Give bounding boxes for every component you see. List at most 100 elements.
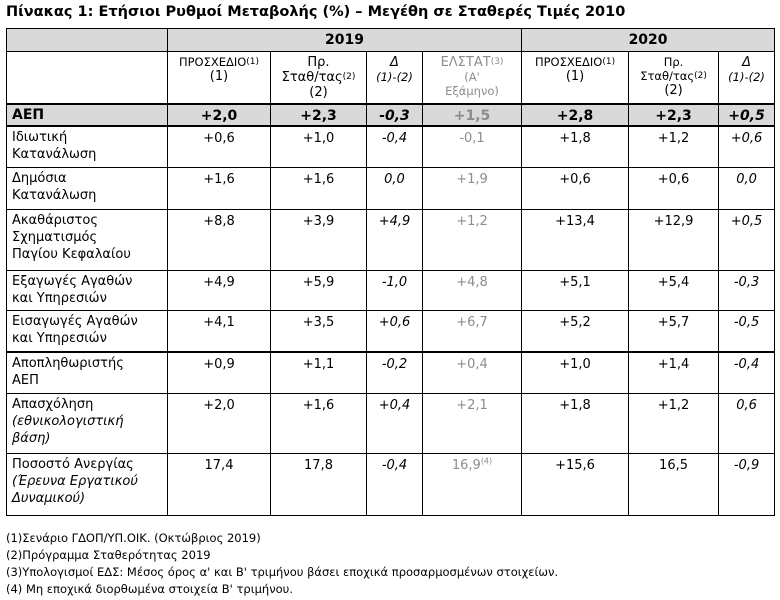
footnote: (2)Πρόγραμμα Σταθερότητας 2019	[6, 548, 211, 562]
value-cell: -1,0	[366, 270, 423, 311]
value-cell: +2,0	[167, 103, 271, 126]
value-cell: +2,0	[167, 393, 271, 454]
year-2019-header: 2019	[166, 28, 523, 52]
value-cell: -0,4	[366, 453, 423, 516]
value-cell: -0,3	[718, 270, 776, 311]
value-cell: +0,6	[521, 167, 630, 210]
row-label: Εισαγωγές Αγαθών και Υπηρεσιών	[6, 310, 168, 352]
footnote: (1)Σενάριο ΓΔΟΠ/ΥΠ.ΟΙΚ. (Οκτώβριος 2019)	[6, 531, 261, 545]
value-cell: +3,5	[270, 310, 367, 352]
value-cell: +2,3	[270, 103, 367, 126]
table-row: Δημόσια Κατανάλωση +1,6 +1,6 0,0 +1,9 +0,…	[6, 167, 776, 210]
value-cell: -0,4	[718, 350, 776, 394]
value-cell: +8,8	[167, 209, 271, 271]
year-header-row: 2019 2020	[6, 28, 776, 52]
value-cell: +1,2	[628, 124, 720, 168]
footnote: (3)Υπολογισμοί ΕΔΣ: Μέσος όρος α' και Β'…	[6, 565, 559, 579]
value-cell: +1,8	[521, 393, 630, 454]
value-cell: -0,3	[366, 103, 423, 126]
row-label: Ποσοστό Ανεργίας (Έρευνα Εργατικού Δυναμι…	[6, 453, 168, 516]
value-cell: +4,9	[167, 270, 271, 311]
row-label: Αποπληθωριστής ΑΕΠ	[6, 350, 168, 394]
header-2019-elstat: ΕΛΣΤΑΤ(3) (Α' Εξάμηνο)	[421, 51, 523, 105]
value-cell: 0,0	[366, 167, 423, 210]
row-label: Απασχόληση (εθνικολογιστική βάση)	[6, 393, 168, 454]
row-label: ΑΕΠ	[6, 103, 168, 126]
value-cell: +5,1	[521, 270, 630, 311]
value-cell: +0,6	[718, 124, 776, 168]
value-cell: +15,6	[521, 453, 630, 516]
footnotes: (1)Σενάριο ΓΔΟΠ/ΥΠ.ΟΙΚ. (Οκτώβριος 2019)…	[6, 530, 558, 598]
row-label: Ιδιωτική Κατανάλωση	[6, 124, 168, 168]
header-2019-stability: Πρ. Σταθ/τας(2) (2)	[270, 51, 367, 105]
label-header-cell	[6, 51, 168, 105]
value-cell: -0,9	[718, 453, 776, 516]
footnote: (4) Μη εποχικά διορθωμένα στοιχεία Β' τρ…	[6, 582, 293, 596]
header-2019-delta: Δ (1)-(2)	[366, 51, 423, 105]
value-cell: +1,8	[521, 124, 630, 168]
value-cell: +0,6	[366, 310, 423, 352]
value-cell: +0,6	[628, 167, 720, 210]
value-cell: +0,6	[167, 124, 271, 168]
row-label: Δημόσια Κατανάλωση	[6, 167, 168, 210]
value-cell: +1,1	[270, 350, 367, 394]
growth-rates-table: 2019 2020 ΠΡΟΣΧΕΔΙΟ(1) (1) Πρ. Σταθ/τας(…	[6, 28, 776, 516]
value-cell: +0,4	[421, 350, 523, 394]
table-title: Πίνακας 1: Ετήσιοι Ρυθμοί Μεταβολής (%) …	[6, 4, 626, 20]
row-label: Ακαθάριστος Σχηματισμός Παγίου Κεφαλαίου	[6, 209, 168, 271]
table-row: Ιδιωτική Κατανάλωση +0,6 +1,0 -0,4 -0,1 +…	[6, 124, 776, 168]
value-cell: +2,3	[628, 103, 720, 126]
header-2020-stability: Πρ. Σταθ/τας(2) (2)	[628, 51, 720, 105]
header-2020-delta: Δ (1)-(2)	[718, 51, 776, 105]
value-cell: +1,2	[421, 209, 523, 271]
value-cell: +4,8	[421, 270, 523, 311]
value-cell: +1,0	[521, 350, 630, 394]
table-row: Αποπληθωριστής ΑΕΠ +0,9 +1,1 -0,2 +0,4 +1…	[6, 350, 776, 394]
value-cell: +4,9	[366, 209, 423, 271]
year-2020-header: 2020	[521, 28, 776, 52]
value-cell: 16,5	[628, 453, 720, 516]
value-cell: 0,0	[718, 167, 776, 210]
value-cell: +12,9	[628, 209, 720, 271]
value-cell: +6,7	[421, 310, 523, 352]
value-cell: -0,2	[366, 350, 423, 394]
table-row: Ποσοστό Ανεργίας (Έρευνα Εργατικού Δυναμι…	[6, 453, 776, 516]
value-cell: +2,8	[521, 103, 630, 126]
value-cell: +1,4	[628, 350, 720, 394]
table-row: ΑΕΠ +2,0 +2,3 -0,3 +1,5 +2,8 +2,3 +0,5	[6, 103, 776, 126]
value-cell: +1,6	[167, 167, 271, 210]
value-cell: +1,6	[270, 393, 367, 454]
value-cell: +1,5	[421, 103, 523, 126]
value-cell: +3,9	[270, 209, 367, 271]
value-cell: +5,9	[270, 270, 367, 311]
value-cell: +1,2	[628, 393, 720, 454]
value-cell: +2,1	[421, 393, 523, 454]
value-cell: +5,2	[521, 310, 630, 352]
column-header-row: ΠΡΟΣΧΕΔΙΟ(1) (1) Πρ. Σταθ/τας(2) (2) Δ (…	[6, 51, 776, 105]
value-cell: 16,9(4)	[421, 453, 523, 516]
value-cell: +5,7	[628, 310, 720, 352]
value-cell: +13,4	[521, 209, 630, 271]
table-row: Ακαθάριστος Σχηματισμός Παγίου Κεφαλαίου +…	[6, 209, 776, 271]
value-cell: +1,0	[270, 124, 367, 168]
value-cell: +0,4	[366, 393, 423, 454]
value-cell: 17,8	[270, 453, 367, 516]
value-cell: +0,5	[718, 209, 776, 271]
value-cell: +0,9	[167, 350, 271, 394]
corner-cell	[6, 28, 168, 52]
value-cell: -0,5	[718, 310, 776, 352]
table-row: Απασχόληση (εθνικολογιστική βάση) +2,0 +1…	[6, 393, 776, 454]
value-cell: 0,6	[718, 393, 776, 454]
value-cell: +5,4	[628, 270, 720, 311]
header-2020-draft: ΠΡΟΣΧΕΔΙΟ(1) (1)	[521, 51, 630, 105]
value-cell: +4,1	[167, 310, 271, 352]
table-row: Εισαγωγές Αγαθών και Υπηρεσιών +4,1 +3,5 …	[6, 310, 776, 352]
value-cell: -0,4	[366, 124, 423, 168]
value-cell: +0,5	[718, 103, 776, 126]
value-cell: 17,4	[167, 453, 271, 516]
value-cell: -0,1	[421, 124, 523, 168]
row-label: Εξαγωγές Αγαθών και Υπηρεσιών	[6, 270, 168, 311]
table-row: Εξαγωγές Αγαθών και Υπηρεσιών +4,9 +5,9 -…	[6, 270, 776, 311]
value-cell: +1,6	[270, 167, 367, 210]
header-2019-draft: ΠΡΟΣΧΕΔΙΟ(1) (1)	[167, 51, 271, 105]
